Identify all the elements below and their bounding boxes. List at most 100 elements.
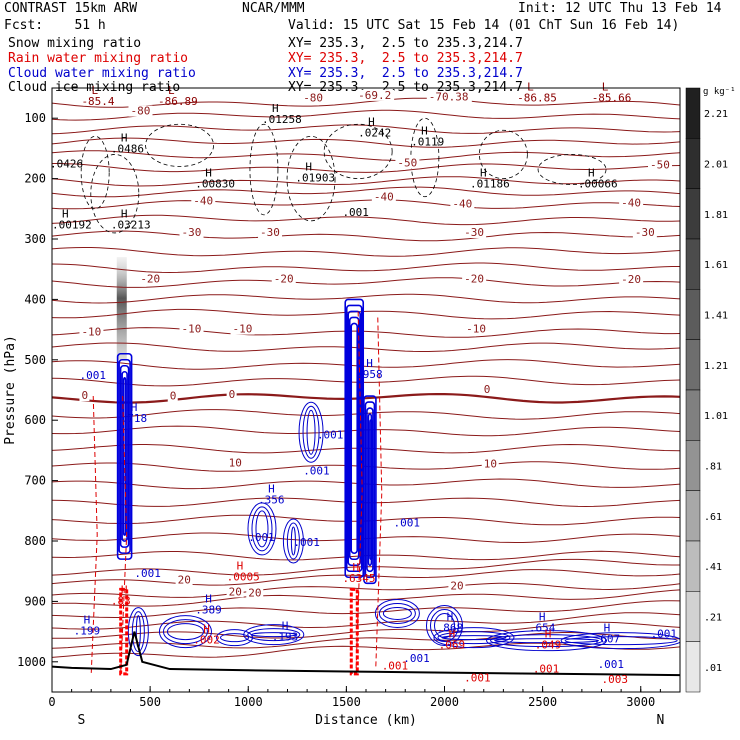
isotherm-label-bg [79, 326, 104, 338]
field-label-snow: Snow mixing ratio [8, 36, 142, 51]
colorbar-label: .21 [704, 613, 722, 624]
cloud-water-contour [286, 522, 300, 560]
isotherm-line [52, 308, 680, 320]
field-xy-cloud-water: XY= 235.3, 2.5 to 235.3,214.7 [288, 66, 523, 81]
extremum-marker: L [602, 80, 609, 93]
cloud-water-contour [374, 598, 420, 628]
isotherm-label-bg [356, 89, 395, 101]
colorbar-segment [685, 490, 701, 542]
x-tick-label: 0 [48, 695, 55, 709]
isotherm-label: 10 [484, 457, 497, 470]
cloud-water-column [122, 376, 127, 536]
extremum-value: .389 [195, 603, 222, 616]
isotherm-line [52, 277, 680, 288]
rain-contour [120, 396, 128, 674]
x-tick-label: 500 [139, 695, 161, 709]
cloud-ice-contour [323, 123, 393, 179]
cloud-water-contour [216, 629, 254, 647]
isotherm-line [52, 589, 680, 607]
cloud-water-contour [251, 506, 273, 552]
colorbar-label: .41 [704, 562, 722, 573]
isotherm-label-bg [450, 198, 475, 210]
isotherm-label-bg [175, 574, 193, 586]
cloud-water-contour [490, 634, 604, 648]
isotherm-label-bg [246, 587, 264, 599]
colorbar-segment [685, 289, 701, 340]
isotherm-label: -80 [131, 105, 151, 118]
model-title: CONTRAST 15km ARW [4, 1, 138, 16]
cloud-ice-contour [410, 117, 440, 198]
isotherm-line [52, 621, 680, 639]
isotherm-line [52, 176, 680, 187]
extremum-value: .01258 [262, 113, 302, 126]
cloud-water-contour [166, 623, 204, 641]
cloud-water-contour [437, 631, 511, 645]
colorbar-segment [685, 238, 701, 290]
isotherm-line [52, 612, 680, 630]
institution: NCAR/MMM [242, 1, 305, 16]
isotherm-label: 0 [484, 383, 491, 396]
colorbar-label: .81 [704, 462, 722, 473]
extremum-value: .193 [272, 631, 299, 644]
colorbar-label: 1.81 [704, 210, 728, 221]
extremum-value: -85.4 [81, 95, 114, 108]
y-axis-label: Pressure (hPa) [3, 335, 18, 445]
y-tick-label: 500 [24, 353, 46, 367]
contour-label: .001 [651, 628, 678, 641]
y-tick-label: 200 [24, 172, 46, 186]
colorbar-label: 1.61 [704, 260, 728, 271]
colorbar-label: .01 [704, 663, 722, 674]
forecast-hour: Fcst: 51 h [4, 18, 106, 33]
endpoint-left: S [78, 713, 86, 728]
cloud-water-contour [298, 401, 324, 463]
isotherm-label: -20 [621, 273, 641, 286]
extremum-marker: H [121, 583, 128, 596]
isotherm-label-bg [79, 390, 90, 402]
cloud-water-contour [247, 628, 301, 642]
colorbar-label: 1.21 [704, 361, 728, 372]
cloud-water-contour [434, 613, 455, 639]
isotherm-label-bg [226, 457, 244, 469]
isotherm-label-bg [632, 226, 657, 238]
cloud-water-contour [306, 409, 316, 455]
colorbar-segment [685, 440, 701, 491]
extremum-value: -86.89 [158, 95, 198, 108]
cloud-water-column [119, 364, 130, 548]
contour-label: .001 [293, 536, 320, 549]
colorbar-segment [685, 188, 701, 240]
field-label-rain: Rain water mixing ratio [8, 51, 189, 66]
extremum-value: .6345 [342, 572, 375, 585]
contour-label: .001 [134, 567, 161, 580]
cloud-water-contour [564, 636, 678, 646]
contour-label: .001 [393, 517, 420, 530]
field-xy-snow: XY= 235.3, 2.5 to 235.3,214.7 [288, 36, 523, 51]
isotherm-label-bg [619, 197, 644, 209]
isotherm-line [52, 342, 680, 352]
y-tick-label: 600 [24, 413, 46, 427]
isotherm-label: -40 [193, 195, 213, 208]
isotherm-label: 20 [178, 573, 191, 586]
cloud-ice-contour [286, 135, 336, 222]
isotherm-label-bg [448, 580, 466, 592]
cloud-water-column [121, 370, 128, 542]
isotherm-label-bg [128, 105, 153, 117]
extremum-marker: H [305, 161, 312, 174]
cloud-water-contour [430, 609, 459, 643]
isotherm-line [52, 214, 680, 226]
colorbar-unit: g kg⁻¹ [703, 87, 736, 97]
extremum-value: .654 [529, 622, 556, 635]
cloud-water-column [116, 352, 133, 560]
extremum-value: -86.85 [517, 91, 557, 104]
colorbar-label: .61 [704, 512, 722, 523]
colorbar-label: 1.01 [704, 411, 728, 422]
contour-label: .001 [382, 660, 409, 673]
contour-label: .001 [342, 206, 369, 219]
extremum-marker: H [368, 115, 375, 128]
cloud-water-contour [158, 615, 212, 649]
x-tick-label: 3000 [626, 695, 655, 709]
isotherm-line [52, 327, 680, 338]
isotherm-label: -50 [650, 158, 670, 171]
cloud-water-contour [162, 619, 208, 645]
contour-label: .001 [464, 672, 491, 685]
isotherm-label: -10 [233, 323, 253, 336]
